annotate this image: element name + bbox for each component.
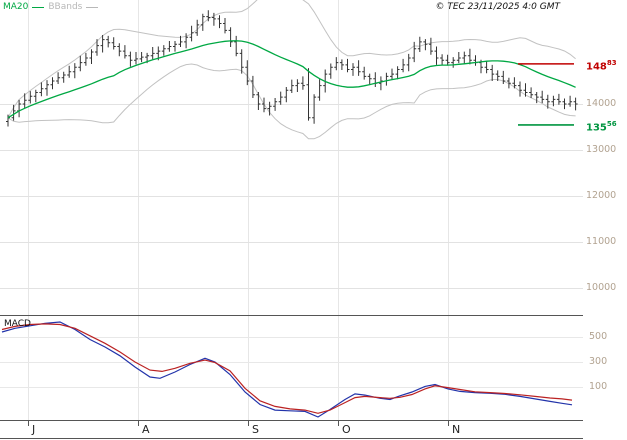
macd-tick-label: 500	[589, 331, 608, 342]
month-label: S	[252, 423, 259, 436]
legend-bbands-label: BBands	[48, 2, 83, 12]
price-tick-label: 11000	[586, 236, 617, 247]
macd-tick-label: 300	[589, 356, 608, 367]
month-label: N	[452, 423, 461, 436]
legend-ma20-label: MA20	[3, 2, 29, 12]
price-tick-label: 14000	[586, 98, 617, 109]
bbands-line-swatch	[86, 6, 99, 8]
month-label: J	[32, 423, 36, 436]
month-label: A	[142, 423, 150, 436]
resistance-int: 148	[586, 61, 607, 73]
month-label: O	[342, 423, 351, 436]
support-dec: 56	[606, 120, 617, 129]
macd-panel-label: MACD	[4, 319, 31, 329]
ma20-line-swatch	[32, 6, 45, 8]
support-price-label: 13556	[586, 118, 617, 134]
copyright-text: © TEC 23/11/2025 4:0 GMT	[435, 2, 560, 12]
price-tick-label: 10000	[586, 282, 617, 293]
resistance-price-label: 14883	[586, 57, 617, 73]
resistance-dec: 83	[606, 59, 617, 68]
chart-legend: MA20 BBands	[3, 2, 99, 12]
price-tick-label: 13000	[586, 144, 617, 155]
support-int: 135	[586, 122, 607, 134]
macd-tick-label: 100	[589, 381, 608, 392]
price-tick-label: 12000	[586, 190, 617, 201]
